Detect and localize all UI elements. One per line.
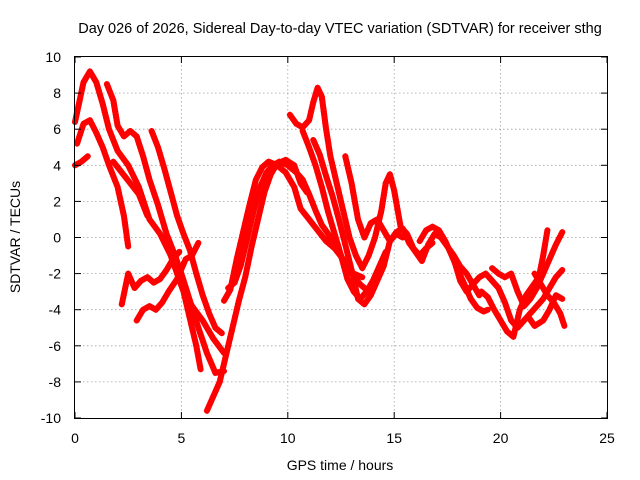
y-axis-label: SDTVAR / TECUs [7, 181, 23, 293]
plot-frame [74, 56, 608, 419]
chart-title: Day 026 of 2026, Sidereal Day-to-day VTE… [78, 21, 602, 37]
series-point-markers [203, 156, 309, 414]
series-point-markers [489, 231, 564, 310]
y-tick-label: 2 [53, 193, 61, 209]
y-tick-label: -6 [49, 338, 62, 354]
series-point-markers [310, 137, 403, 308]
x-axis-label: GPS time / hours [287, 457, 394, 473]
ticks: 0 5 10 15 20 25 -10 -8 -6 -4 -2 0 2 4 6 8 10 [41, 49, 615, 446]
series-arc-22 [525, 292, 566, 329]
series-point-markers [110, 158, 150, 217]
y-tick-label: -10 [41, 410, 61, 426]
series-arc-14 [299, 128, 389, 302]
series-point-markers [148, 128, 223, 335]
series-arc-5 [148, 128, 225, 337]
y-tick-label: 4 [53, 157, 61, 173]
y-tick-label: 10 [45, 49, 61, 65]
series-arc-2 [74, 117, 132, 250]
series-point-markers [167, 252, 203, 370]
y-tick-label: -8 [49, 374, 62, 390]
series-arc-20 [489, 229, 566, 310]
series-arc-4 [103, 81, 227, 376]
y-tick-label: 0 [53, 230, 61, 246]
series-arc-18 [450, 256, 566, 331]
series-arc-8 [133, 239, 202, 324]
y-tick-label: -4 [49, 302, 62, 318]
series-point-markers [450, 256, 564, 331]
x-tick-label: 15 [386, 430, 402, 446]
series-line [72, 68, 227, 356]
series-line [74, 117, 132, 250]
series-point-markers [74, 117, 131, 247]
series-arc-10 [203, 156, 310, 414]
y-tick-label: -2 [49, 266, 62, 282]
x-tick-label: 5 [178, 430, 186, 446]
series-arc-15 [310, 137, 406, 308]
x-tick-label: 20 [493, 430, 509, 446]
series-group [72, 68, 568, 414]
series-arc-9 [167, 252, 204, 373]
x-tick-label: 10 [280, 430, 296, 446]
series-point-markers [525, 292, 563, 329]
x-tick-label: 0 [71, 430, 79, 446]
series-arc-6 [110, 158, 151, 219]
x-tick-label: 25 [599, 430, 615, 446]
y-tick-label: 8 [53, 85, 61, 101]
y-tick-label: 6 [53, 121, 61, 137]
